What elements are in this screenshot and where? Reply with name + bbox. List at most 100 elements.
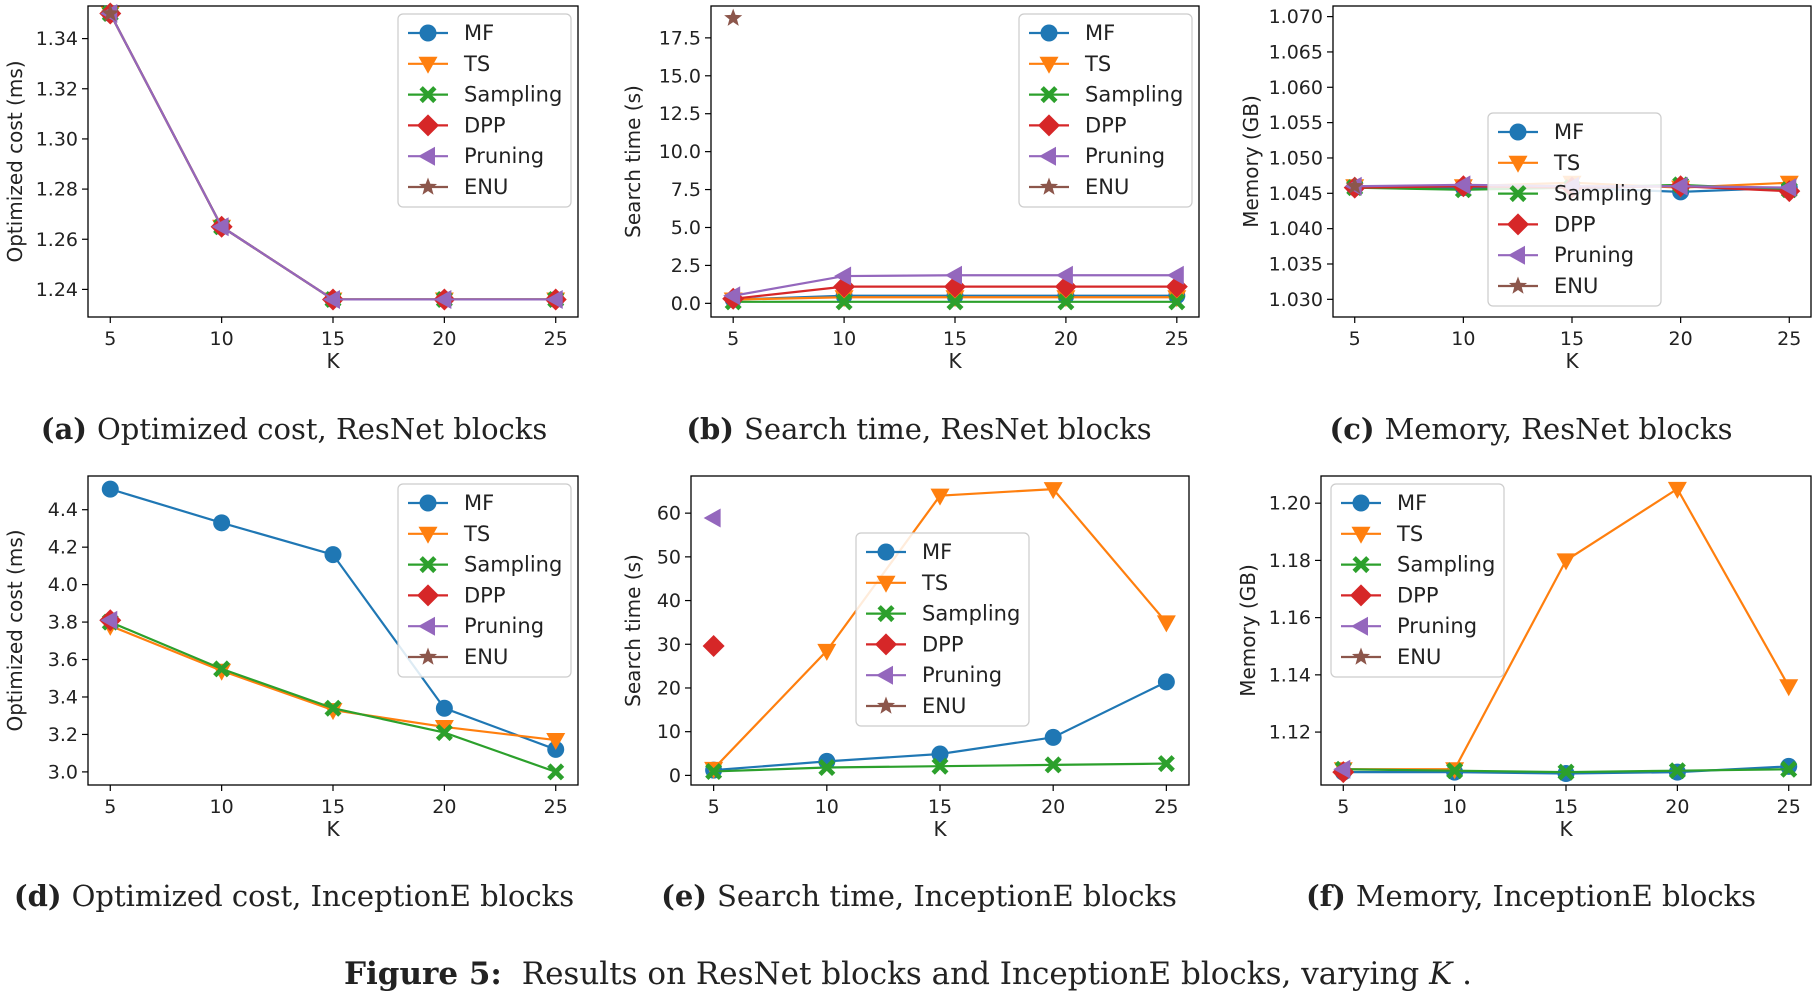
legend-marker-sampling xyxy=(1509,185,1527,203)
legend: MF TS Sampling DPP Pruning ENU xyxy=(1487,112,1662,307)
point-mf xyxy=(1157,673,1175,691)
legend-marker-mf xyxy=(419,494,437,512)
legend-label-dpp: DPP xyxy=(922,632,964,656)
y-tick-label: 3.0 xyxy=(48,761,78,783)
legend-label-mf: MF xyxy=(464,21,494,45)
legend-marker-sampling xyxy=(1040,86,1058,104)
point-sampling xyxy=(1780,760,1798,778)
series-group xyxy=(99,480,566,781)
x-axis-label: K xyxy=(1559,817,1573,841)
legend-label-dpp: DPP xyxy=(1554,212,1596,236)
y-tick-label: 3.6 xyxy=(48,649,78,671)
x-tick-label: 10 xyxy=(1451,328,1475,350)
point-sampling xyxy=(1668,762,1686,780)
x-axis-label: K xyxy=(948,349,962,373)
legend: MF TS Sampling DPP Pruning ENU xyxy=(397,13,572,208)
point-pruning xyxy=(945,265,962,285)
point-ts xyxy=(1667,481,1687,499)
y-tick-label: 1.065 xyxy=(1269,41,1323,63)
point-enu xyxy=(724,8,743,26)
x-tick-label: 20 xyxy=(1665,796,1689,818)
y-tick-label: 1.32 xyxy=(36,78,78,100)
point-sampling xyxy=(835,293,853,311)
subfigure-caption: (f) Memory, InceptionE blocks xyxy=(1306,879,1756,913)
series-group xyxy=(722,8,1188,311)
y-axis-label: Memory (GB) xyxy=(1239,95,1263,228)
y-tick-label: 15.0 xyxy=(659,65,701,87)
legend-marker-sampling xyxy=(877,605,895,623)
point-mf xyxy=(213,514,231,532)
point-pruning xyxy=(1779,178,1797,198)
subfigure-caption-text: Search time, InceptionE blocks xyxy=(717,879,1177,913)
chart-d: 5 10 15 20 25 3.0 3.2 3.4 3.6 3.8 4.0 4.2 4.4 K Optimi… xyxy=(3,475,579,913)
y-tick-label: 60 xyxy=(657,503,681,525)
figure-caption-text: Results on ResNet blocks and InceptionE … xyxy=(522,956,1429,992)
legend-marker-pruning xyxy=(876,665,893,685)
legend-label-pruning: Pruning xyxy=(1085,144,1165,168)
legend-label-enu: ENU xyxy=(1085,175,1129,199)
point-ts xyxy=(1779,679,1799,697)
x-tick-label: 10 xyxy=(1443,796,1467,818)
point-ts xyxy=(817,643,837,661)
legend-marker-enu xyxy=(1508,276,1528,294)
x-tick-label: 15 xyxy=(1554,796,1578,818)
x-tick-label: 25 xyxy=(1154,796,1178,818)
legend-box xyxy=(397,13,572,208)
legend-marker-pruning xyxy=(1039,146,1056,166)
legend-box xyxy=(397,483,572,678)
legend-marker-dpp xyxy=(1350,584,1372,607)
legend-box xyxy=(1487,112,1662,307)
legend-marker-enu xyxy=(1039,177,1059,195)
legend-marker-pruning xyxy=(1351,616,1368,636)
subfigure-caption: (a) Optimized cost, ResNet blocks xyxy=(41,412,547,446)
figure-caption-label: Figure 5: xyxy=(344,956,502,992)
subfigure-caption: (c) Memory, ResNet blocks xyxy=(1329,412,1732,446)
point-mf xyxy=(324,546,342,564)
legend-label-enu: ENU xyxy=(464,645,508,669)
x-tick-label: 10 xyxy=(210,796,234,818)
point-pruning xyxy=(211,217,229,237)
x-tick-label: 20 xyxy=(1669,328,1693,350)
point-sampling xyxy=(213,660,231,678)
point-sampling xyxy=(946,293,964,311)
legend-label-pruning: Pruning xyxy=(464,614,544,638)
x-tick-label: 10 xyxy=(832,328,856,350)
legend-marker-ts xyxy=(418,526,438,544)
legend-label-dpp: DPP xyxy=(464,583,506,607)
legend-label-mf: MF xyxy=(1397,491,1427,515)
subfigure-caption-text: Search time, ResNet blocks xyxy=(744,412,1152,446)
x-axis-label: K xyxy=(326,817,340,841)
x-axis-label: K xyxy=(326,349,340,373)
legend-box xyxy=(855,532,1030,727)
legend-label-enu: ENU xyxy=(922,694,966,718)
point-pruning xyxy=(434,289,452,309)
point-mf xyxy=(101,480,119,498)
y-tick-label: 1.30 xyxy=(36,128,78,150)
x-tick-label: 15 xyxy=(321,328,345,350)
x-tick-label: 20 xyxy=(1041,796,1065,818)
x-tick-label: 15 xyxy=(321,796,345,818)
legend-marker-pruning xyxy=(418,146,435,166)
point-dpp xyxy=(702,635,725,658)
x-tick-label: 20 xyxy=(432,328,456,350)
subfigure-caption-tag: (d) xyxy=(14,879,62,913)
series-group xyxy=(702,482,1176,780)
point-sampling xyxy=(547,763,565,781)
y-tick-label: 1.050 xyxy=(1269,147,1323,169)
y-tick-label: 1.045 xyxy=(1269,183,1323,205)
point-sampling xyxy=(1044,756,1062,774)
y-tick-label: 20 xyxy=(657,677,681,699)
x-tick-label: 10 xyxy=(210,328,234,350)
point-ts xyxy=(546,733,566,751)
series-group xyxy=(99,2,567,311)
legend-label-enu: ENU xyxy=(464,175,508,199)
point-sampling xyxy=(1557,763,1575,781)
legend-marker-pruning xyxy=(418,616,435,636)
point-sampling xyxy=(324,699,342,717)
legend-marker-enu xyxy=(876,696,896,714)
legend-marker-ts xyxy=(1039,56,1059,74)
x-tick-label: 5 xyxy=(104,796,116,818)
subfigure-caption-tag: (a) xyxy=(41,412,87,446)
y-axis-label: Search time (s) xyxy=(621,554,645,707)
legend-marker-sampling xyxy=(1352,556,1370,574)
